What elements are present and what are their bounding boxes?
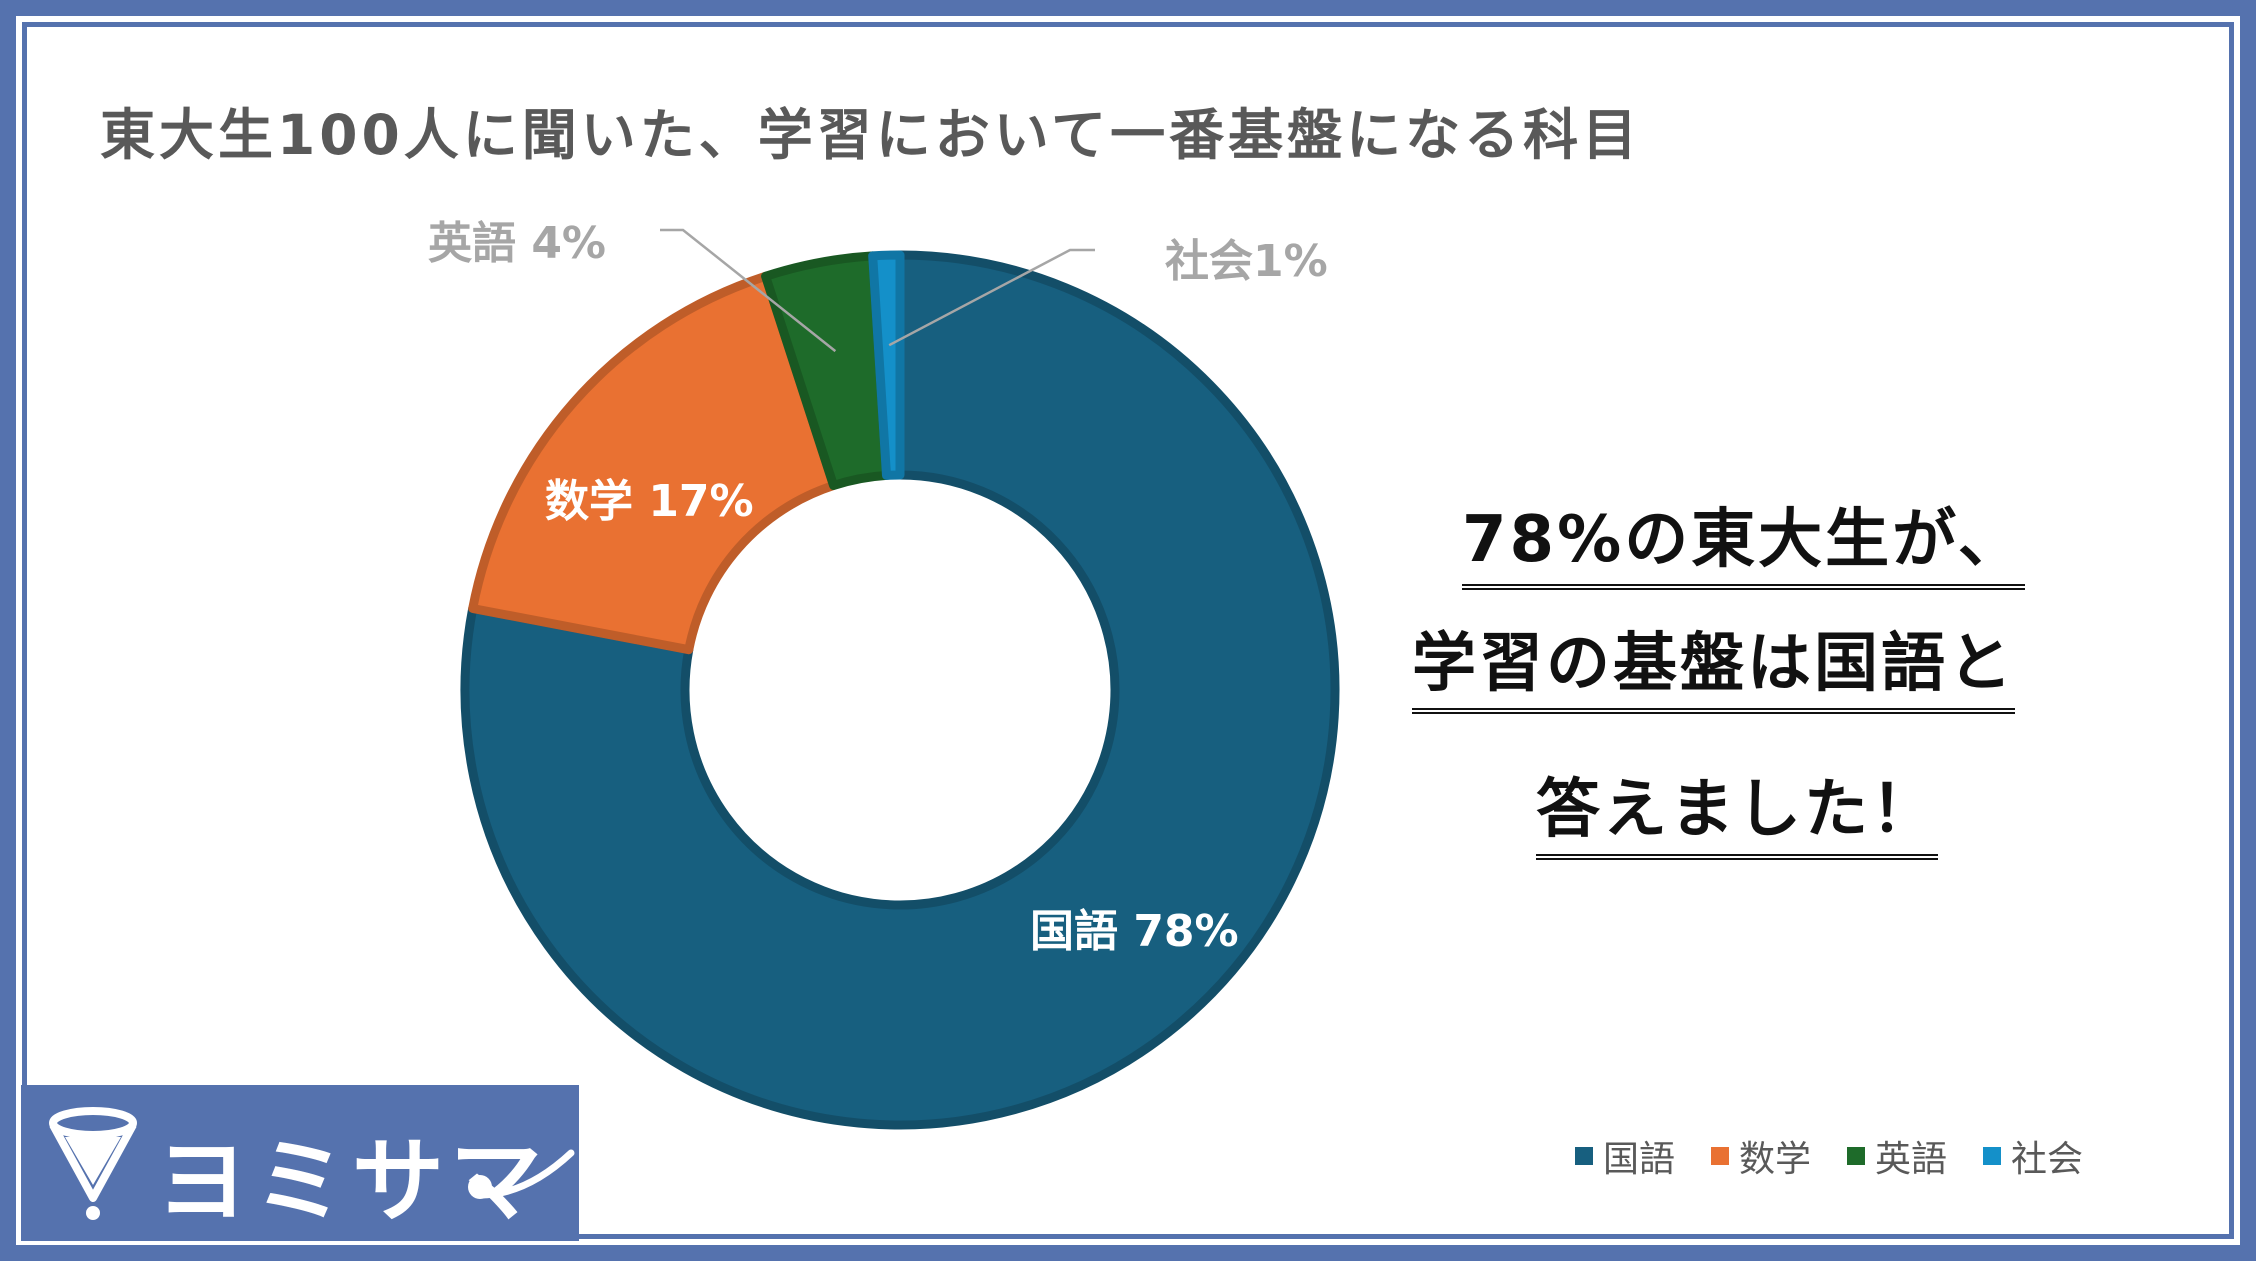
legend-label: 英語: [1875, 1139, 1948, 1180]
data-label-eigo: 英語 4%: [428, 218, 607, 269]
legend-item-eigo: 英語: [1847, 1130, 1947, 1182]
legend-item-kokugo: 国語: [1575, 1130, 1675, 1182]
legend-swatch: [1983, 1147, 2002, 1165]
data-label-kokugo: 国語 78%: [1030, 906, 1239, 957]
chart-legend: 国語 数学 英語 社会: [1575, 1130, 2083, 1182]
message-line-3: 答えました！: [1536, 758, 1938, 860]
legend-swatch: [1847, 1147, 1866, 1165]
legend-item-sugaku: 数学: [1711, 1130, 1811, 1182]
slice-kokugo: [460, 250, 1340, 1130]
funnel-icon: [49, 1107, 137, 1220]
message-line-2: 学習の基盤は国語と: [1412, 612, 2015, 714]
legend-label: 国語: [1603, 1139, 1676, 1180]
message-line-1: 78%の東大生が、: [1462, 488, 2025, 590]
chart-title: 東大生100人に聞いた、学習において一番基盤になる科目: [100, 103, 1642, 167]
leader-line-shakai: [888, 248, 1095, 347]
leader-line-eigo: [660, 228, 837, 353]
inner-frame: [22, 22, 2234, 1239]
swoosh-icon: [468, 1149, 575, 1199]
legend-item-shakai: 社会: [1983, 1130, 2083, 1182]
legend-swatch: [1575, 1147, 1593, 1165]
logo: ヨミサマ: [21, 1085, 579, 1241]
slice-shakai: [868, 250, 905, 480]
data-label-sugaku: 数学 17%: [545, 476, 754, 527]
data-label-shakai: 社会1%: [1165, 236, 1328, 287]
legend-swatch: [1711, 1147, 1730, 1165]
legend-label: 数学: [1739, 1139, 1812, 1180]
slice-sugaku: [468, 271, 839, 655]
legend-label: 社会: [2011, 1139, 2084, 1180]
